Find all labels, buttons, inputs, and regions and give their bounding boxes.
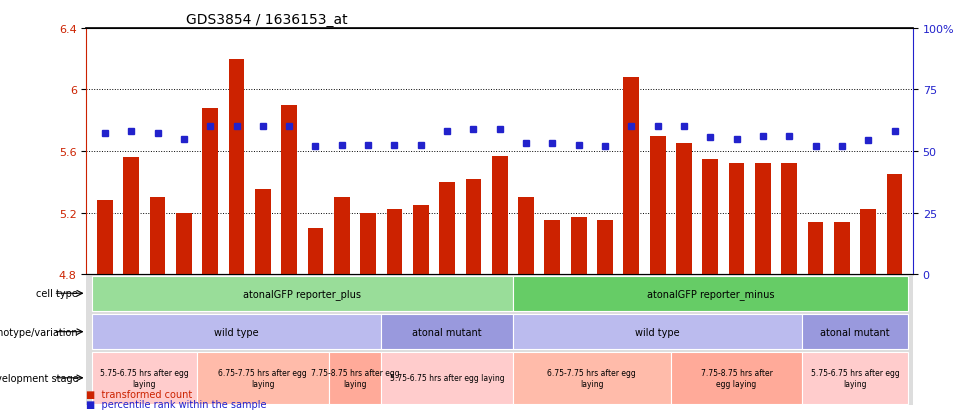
Bar bbox=[97, 201, 112, 274]
Bar bbox=[545, 221, 560, 274]
Text: 6.75-7.75 hrs after egg
laying: 6.75-7.75 hrs after egg laying bbox=[548, 368, 636, 387]
Bar bbox=[518, 198, 534, 274]
FancyBboxPatch shape bbox=[91, 276, 513, 311]
Bar bbox=[571, 218, 586, 274]
Bar bbox=[203, 109, 218, 274]
Bar bbox=[360, 213, 376, 274]
Text: 7.75-8.75 hrs after egg
laying: 7.75-8.75 hrs after egg laying bbox=[310, 368, 399, 387]
FancyBboxPatch shape bbox=[382, 315, 513, 349]
Text: ■  percentile rank within the sample: ■ percentile rank within the sample bbox=[86, 399, 267, 409]
Bar bbox=[677, 144, 692, 274]
FancyBboxPatch shape bbox=[513, 315, 802, 349]
FancyBboxPatch shape bbox=[513, 352, 671, 404]
FancyBboxPatch shape bbox=[513, 276, 908, 311]
FancyBboxPatch shape bbox=[91, 352, 197, 404]
Bar bbox=[781, 164, 797, 274]
Bar bbox=[492, 156, 507, 274]
Bar bbox=[413, 205, 429, 274]
Bar bbox=[650, 136, 666, 274]
Bar bbox=[308, 228, 323, 274]
Text: genotype/variation: genotype/variation bbox=[0, 327, 78, 337]
Bar bbox=[834, 222, 850, 274]
FancyBboxPatch shape bbox=[802, 315, 908, 349]
Text: atonal mutant: atonal mutant bbox=[412, 327, 481, 337]
Bar bbox=[176, 213, 192, 274]
Bar bbox=[333, 198, 350, 274]
FancyBboxPatch shape bbox=[802, 352, 908, 404]
Text: atonal mutant: atonal mutant bbox=[821, 327, 890, 337]
Bar bbox=[255, 190, 271, 274]
Bar bbox=[624, 78, 639, 274]
Bar bbox=[465, 179, 481, 274]
Bar bbox=[887, 175, 902, 274]
Bar bbox=[282, 106, 297, 274]
FancyBboxPatch shape bbox=[329, 352, 382, 404]
Text: wild type: wild type bbox=[214, 327, 259, 337]
Bar bbox=[150, 198, 165, 274]
Bar bbox=[229, 59, 244, 274]
FancyBboxPatch shape bbox=[91, 315, 382, 349]
Text: development stage: development stage bbox=[0, 373, 78, 383]
Text: 5.75-6.75 hrs after egg
laying: 5.75-6.75 hrs after egg laying bbox=[811, 368, 899, 387]
Text: ■  transformed count: ■ transformed count bbox=[86, 389, 193, 399]
Bar bbox=[755, 164, 771, 274]
Bar bbox=[728, 164, 745, 274]
FancyBboxPatch shape bbox=[671, 352, 802, 404]
Bar bbox=[860, 210, 876, 274]
FancyBboxPatch shape bbox=[382, 352, 513, 404]
Text: 7.75-8.75 hrs after
egg laying: 7.75-8.75 hrs after egg laying bbox=[701, 368, 773, 387]
Bar bbox=[123, 158, 139, 274]
Bar bbox=[807, 222, 824, 274]
Text: cell type: cell type bbox=[37, 289, 78, 299]
Text: GDS3854 / 1636153_at: GDS3854 / 1636153_at bbox=[185, 12, 347, 26]
Text: atonalGFP reporter_minus: atonalGFP reporter_minus bbox=[647, 288, 774, 299]
Bar bbox=[386, 210, 403, 274]
Text: 5.75-6.75 hrs after egg
laying: 5.75-6.75 hrs after egg laying bbox=[100, 368, 188, 387]
Bar bbox=[597, 221, 613, 274]
Text: wild type: wild type bbox=[635, 327, 680, 337]
Text: atonalGFP reporter_plus: atonalGFP reporter_plus bbox=[243, 288, 361, 299]
Bar bbox=[439, 182, 455, 274]
FancyBboxPatch shape bbox=[197, 352, 329, 404]
Text: 5.75-6.75 hrs after egg laying: 5.75-6.75 hrs after egg laying bbox=[390, 373, 505, 382]
Bar bbox=[702, 159, 718, 274]
Text: 6.75-7.75 hrs after egg
laying: 6.75-7.75 hrs after egg laying bbox=[218, 368, 308, 387]
